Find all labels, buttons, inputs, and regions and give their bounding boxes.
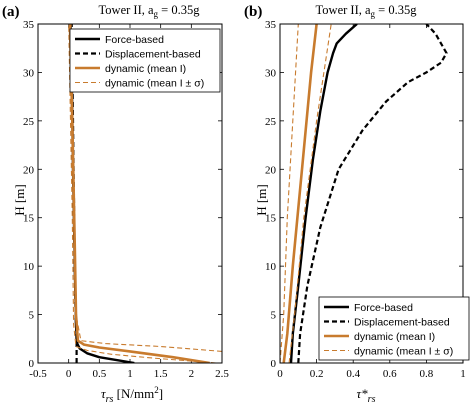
legend-label-a-2: dynamic (mean I)	[105, 63, 186, 75]
y-tick-label-b: 5	[271, 310, 277, 322]
x-tick-label-a: 0.5	[92, 368, 106, 380]
legend-label-b-0: Force-based	[354, 302, 413, 314]
panel-label-b: (b)	[244, 4, 262, 20]
chart-b: (b) Tower II, ag = 0.35g 0 0.2 0.4 0.6 0.8 10…	[244, 3, 470, 405]
chart-a-title: Tower II, ag = 0.35g	[99, 3, 201, 19]
y-tick-label-a: 15	[23, 213, 35, 225]
series-line-b-2	[282, 24, 318, 363]
y-tick-label-b: 35	[265, 19, 277, 31]
plot-frame-b	[279, 23, 464, 364]
x-tick-label-b: 0.4	[346, 368, 360, 380]
legend-label-b-2: dynamic (mean I)	[354, 331, 435, 343]
chart-a-ylabel: H [m]	[12, 184, 27, 215]
x-tick-label-a: 1	[127, 368, 133, 380]
y-tick-label-a: 35	[23, 19, 35, 31]
panel-label-a: (a)	[2, 4, 20, 20]
x-tick-label-a: 2	[189, 368, 195, 380]
x-tick-label-b: 0.2	[310, 368, 324, 380]
series-line-b-0	[289, 24, 358, 363]
series-line-b-4	[288, 24, 332, 363]
series-group-a	[68, 24, 222, 363]
series-line-b-3	[280, 24, 299, 363]
legend-label-a-3: dynamic (mean I ± σ)	[105, 78, 204, 90]
y-tick-label-b: 10	[265, 261, 277, 273]
x-tick-label-a: 1.5	[154, 368, 168, 380]
plot-frame-a	[37, 23, 223, 364]
y-tick-label-a: 5	[29, 310, 35, 322]
y-tick-label-a: 10	[23, 261, 35, 273]
legend-a: Force-based Displacement-based dynamic (me…	[69, 28, 221, 93]
y-tick-label-b: 15	[265, 213, 277, 225]
y-tick-label-a: 25	[23, 116, 35, 128]
x-tick-label-a: 2.5	[215, 368, 229, 380]
x-tick-label-a: 0	[66, 368, 72, 380]
chart-b-title: Tower II, ag = 0.35g	[316, 3, 418, 19]
x-tick-label-a: -0.5	[29, 368, 47, 380]
y-tick-label-a: 20	[23, 164, 35, 176]
y-tick-label-b: 0	[271, 358, 277, 370]
legend-label-b-3: dynamic (mean I ± σ)	[354, 346, 453, 358]
y-tick-label-b: 30	[265, 67, 277, 79]
x-tick-label-b: 1	[460, 368, 466, 380]
y-tick-label-a: 0	[29, 358, 35, 370]
chart-a: (a) Tower II, ag = 0.35g -0.5 0 0.5 1 1.5 2 2.…	[2, 3, 229, 405]
chart-b-xlabel: τ*rs	[357, 386, 376, 405]
y-tick-label-b: 20	[265, 164, 277, 176]
y-tick-label-a: 30	[23, 67, 35, 79]
x-tick-label-b: 0.8	[420, 368, 434, 380]
series-line-a-3	[70, 24, 222, 352]
x-tick-label-b: 0	[277, 368, 283, 380]
legend-label-a-1: Displacement-based	[105, 49, 201, 61]
series-group-b	[280, 24, 448, 363]
chart-a-xlabel: τrs [N/mm2]	[101, 385, 163, 405]
legend-b: Force-based Displacement-based dynamic (me…	[318, 296, 470, 361]
legend-label-b-1: Displacement-based	[354, 317, 450, 329]
x-tick-label-b: 0.6	[383, 368, 397, 380]
series-line-a-4	[68, 24, 216, 363]
series-line-b-1	[297, 24, 448, 363]
chart-b-ylabel: H [m]	[254, 184, 269, 215]
y-tick-label-b: 25	[265, 116, 277, 128]
legend-label-a-0: Force-based	[105, 34, 164, 46]
